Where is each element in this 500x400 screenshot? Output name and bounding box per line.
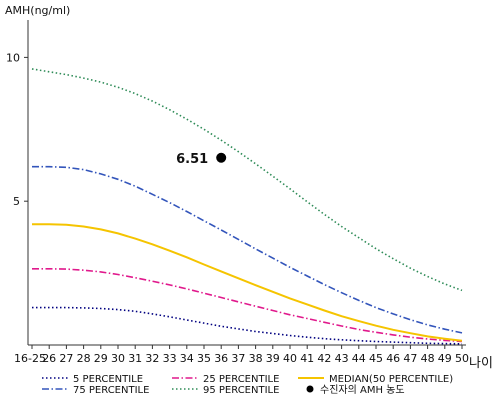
x-tick-label: 46: [386, 352, 400, 365]
x-tick-label: 16-25: [14, 352, 46, 365]
legend-label: 수진자의 AMH 농도: [320, 384, 405, 396]
x-tick-label: 36: [214, 352, 228, 365]
legend-label: 25 PERCENTILE: [203, 374, 279, 385]
x-tick-label: 47: [403, 352, 417, 365]
series-lines: [31, 68, 463, 345]
x-tick-label: 50: [455, 352, 469, 365]
x-tick-label: 40: [283, 352, 297, 365]
x-tick-label: 32: [145, 352, 159, 365]
axes: [27, 20, 466, 346]
x-tick-label: 38: [249, 352, 263, 365]
x-tick-label: 41: [300, 352, 314, 365]
x-tick-label: 29: [94, 352, 108, 365]
x-tick-label: 31: [128, 352, 142, 365]
x-tick-label: 33: [163, 352, 177, 365]
patient-amh-value-label: 6.51: [176, 152, 208, 167]
x-axis-unit-label: 나이: [469, 356, 493, 371]
series-line-2: [32, 223, 463, 342]
x-tick-label: 44: [352, 352, 366, 365]
legend: 5 PERCENTILE 25 PERCENTILE MEDIAN(50 PERCE…: [42, 374, 453, 396]
x-tick-label: 42: [317, 352, 331, 365]
y-axis-label: AMH(ng/ml): [5, 4, 70, 17]
x-tick-label: 49: [438, 352, 452, 365]
legend-label: 75 PERCENTILE: [73, 385, 149, 396]
legend-label: MEDIAN(50 PERCENTILE): [329, 374, 453, 385]
legend-label: 95 PERCENTILE: [203, 385, 279, 396]
y-ticks: 5 10: [6, 51, 28, 208]
x-tick-label: 26: [42, 352, 56, 365]
x-tick-label: 39: [266, 352, 280, 365]
patient-points: 6.51: [176, 152, 227, 167]
x-tick-label: 48: [421, 352, 435, 365]
x-tick-label: 35: [197, 352, 211, 365]
legend-label: 5 PERCENTILE: [73, 374, 143, 385]
series-line-1: [32, 267, 463, 343]
series-line-4: [31, 68, 463, 292]
x-tick-label: 27: [59, 352, 73, 365]
x-tick-label: 43: [335, 352, 349, 365]
x-tick-label: 30: [111, 352, 125, 365]
x-tick-label: 45: [369, 352, 383, 365]
y-tick-label: 10: [6, 51, 20, 64]
series-line-3: [32, 165, 463, 334]
x-tick-label: 37: [231, 352, 245, 365]
y-tick-label: 5: [13, 195, 20, 208]
x-tick-label: 34: [180, 352, 194, 365]
legend-point-marker: [306, 385, 314, 393]
x-tick-label: 28: [77, 352, 91, 365]
series-line-0: [32, 306, 463, 345]
patient-amh-point: [216, 152, 227, 163]
